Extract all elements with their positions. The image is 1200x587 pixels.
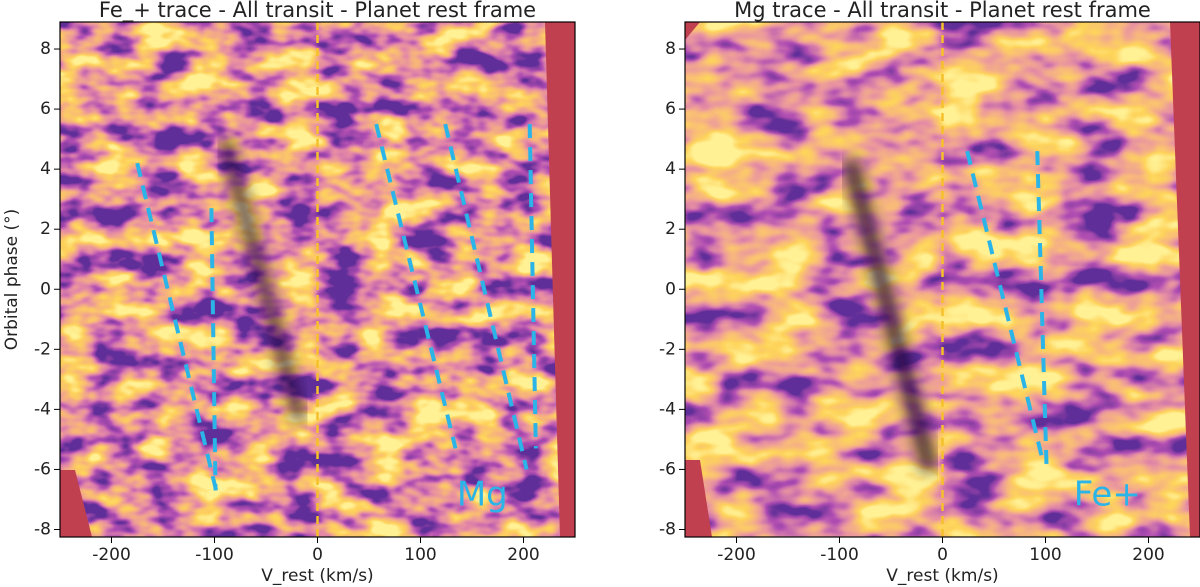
y-tick-label: 0	[665, 279, 676, 299]
y-tick-label: 6	[40, 99, 51, 119]
x-axis-label: V_rest (km/s)	[261, 566, 373, 586]
y-tick-label: -8	[659, 519, 676, 539]
y-tick-label: 8	[40, 39, 51, 59]
y-tick-label: -2	[34, 339, 51, 359]
y-tick-label: 6	[665, 99, 676, 119]
y-tick-label: 2	[40, 219, 51, 239]
x-tick-label: 100	[404, 545, 436, 565]
x-tick-label: 100	[1029, 545, 1061, 565]
y-tick-label: 8	[665, 39, 676, 59]
y-tick-label: 4	[665, 159, 676, 179]
y-tick-label: 0	[40, 279, 51, 299]
y-tick-label: 4	[40, 159, 51, 179]
y-tick-label: -4	[659, 399, 676, 419]
x-tick-label: 0	[312, 545, 323, 565]
guide-line	[135, 162, 220, 497]
heatmap-texture	[60, 22, 1200, 537]
x-tick-label: -100	[195, 545, 234, 565]
y-axis-label: Orbital phase (°)	[2, 209, 22, 351]
x-tick-label: 200	[1132, 545, 1164, 565]
x-tick-label: -100	[820, 545, 859, 565]
guide-line	[209, 208, 218, 491]
x-tick-label: 0	[937, 545, 948, 565]
annotation: Mg	[457, 474, 508, 514]
guide-line	[965, 150, 1046, 464]
guide-line	[1035, 151, 1049, 467]
guide-line	[443, 123, 529, 470]
y-tick-label: -6	[659, 459, 676, 479]
y-tick-label: -6	[34, 459, 51, 479]
y-tick-label: 2	[665, 219, 676, 239]
x-tick-label: 200	[507, 545, 539, 565]
x-tick-label: -200	[92, 545, 131, 565]
y-tick-label: -2	[659, 339, 676, 359]
y-tick-label: -8	[34, 519, 51, 539]
guide-line	[374, 123, 458, 449]
chart-title: Fe_+ trace - All transit - Planet rest f…	[99, 0, 536, 23]
guide-line	[527, 124, 538, 449]
annotation: Fe+	[1074, 474, 1141, 514]
chart-title: Mg trace - All transit - Planet rest fra…	[734, 0, 1151, 22]
x-tick-label: -200	[717, 545, 756, 565]
x-axis-label: V_rest (km/s)	[886, 566, 998, 586]
y-tick-label: -4	[34, 399, 51, 419]
